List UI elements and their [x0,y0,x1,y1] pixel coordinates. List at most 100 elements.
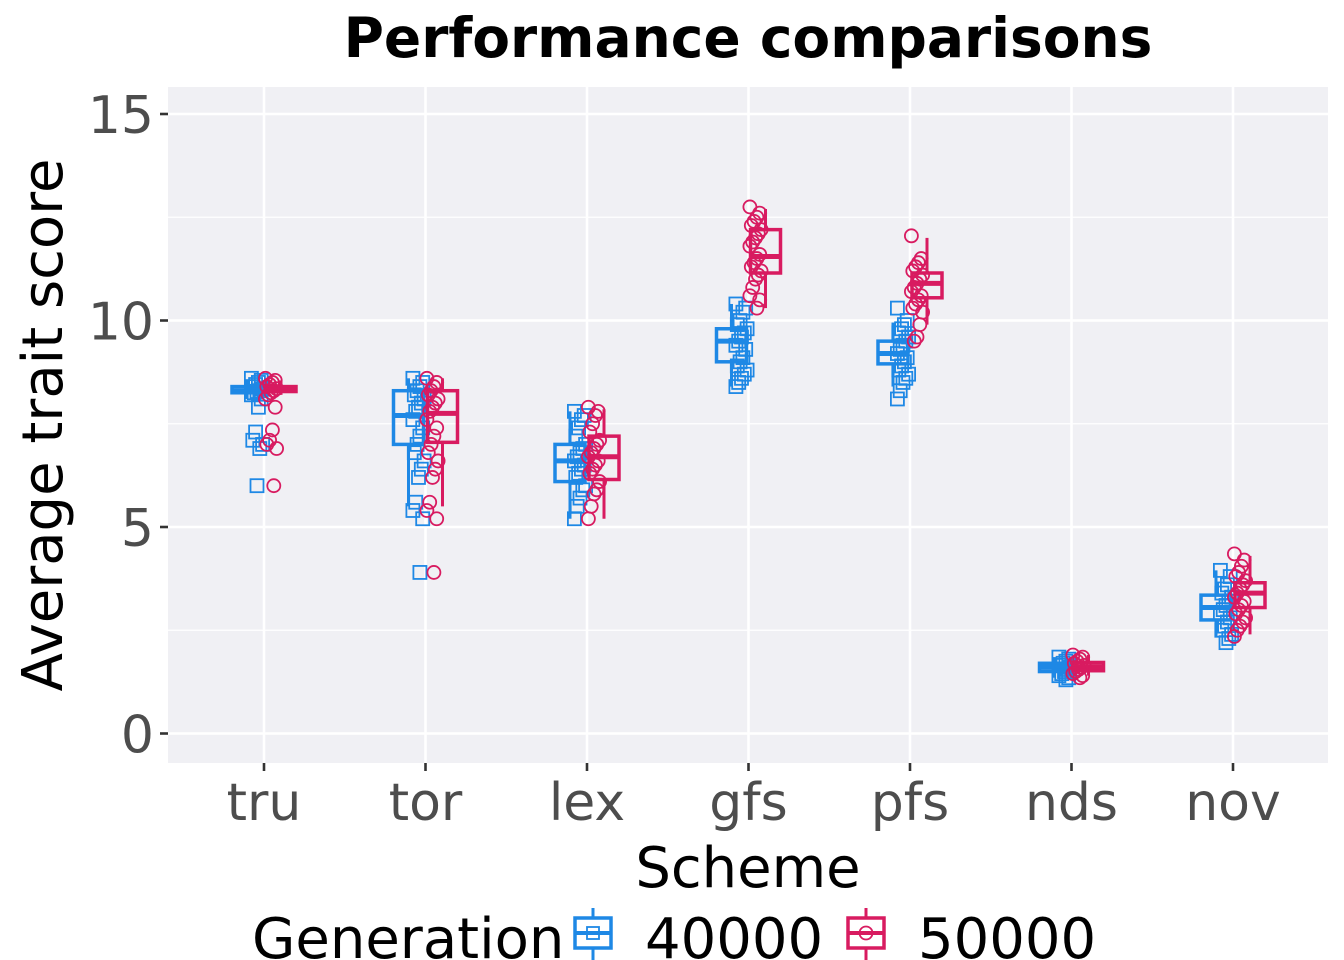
data-point [752,292,768,308]
data-point [892,383,908,399]
box [425,388,460,445]
data-point [742,288,758,304]
y-tick-label: 5 [121,499,154,559]
data-point [1227,629,1242,644]
data-point [405,503,421,518]
data-point [588,408,603,423]
data-point [1075,668,1091,684]
data-point [405,412,421,428]
data-point [901,366,916,382]
legend-key-50000 [846,908,886,960]
data-point [249,478,265,494]
data-point [728,379,744,394]
legend-marker [858,925,874,941]
data-point [590,403,606,419]
data-point [731,375,747,390]
y-axis-title: Average trait score [11,159,76,692]
legend-key-40000 [573,908,613,960]
data-point [739,321,755,337]
data-point [904,228,919,244]
data-point [269,441,285,456]
data-point [419,412,435,428]
data-point [750,267,766,283]
data-point [264,422,280,438]
data-point [415,511,431,527]
data-point [582,465,598,481]
data-point [909,329,925,345]
y-axis: 0 5 10 15 [88,86,168,766]
data-point [408,403,424,419]
series-50000 [257,199,1267,686]
data-point [419,503,435,518]
x-tick-label: gfs [709,773,787,833]
data-point [895,375,911,390]
data-point [266,478,282,494]
data-point [425,399,440,415]
data-point [742,238,758,254]
data-point [890,391,905,407]
legend-label: 50000 [918,907,1096,960]
data-point [589,482,605,498]
data-point [745,234,761,250]
x-tick-label: tru [227,773,302,833]
data-point [426,565,442,580]
data-point [582,424,598,440]
data-point [259,436,275,452]
data-point [260,387,276,403]
data-point [425,470,440,485]
legend-title: Generation [252,907,564,960]
data-point [1072,670,1088,686]
data-point [430,453,446,469]
data-point [736,325,752,341]
data-point [426,428,442,444]
legend: Generation 40000 50000 [252,907,1096,960]
data-point [567,511,582,527]
x-axis-title: Scheme [635,836,860,901]
data-point [422,494,438,510]
data-point [416,453,432,469]
x-tick-label: pfs [871,773,949,833]
x-tick-label: nds [1025,773,1118,833]
x-tick-label: lex [549,773,625,833]
data-point [409,436,425,452]
data-point [905,300,921,316]
data-point [267,399,283,415]
x-tick-label: tor [389,773,463,833]
box [748,227,783,275]
y-tick-label: 15 [88,86,154,146]
data-point [745,280,761,295]
data-point [748,271,763,287]
data-point [406,445,422,461]
data-point [411,470,426,485]
data-point [592,474,607,489]
data-point [408,494,424,510]
data-point [413,461,429,477]
y-tick-label: 0 [121,706,154,766]
data-point [420,445,436,461]
legend-label: 40000 [645,907,823,960]
data-point [422,403,438,419]
x-tick-label: nov [1185,773,1281,833]
data-point [736,366,752,382]
data-point [585,461,600,477]
data-point [429,511,445,527]
chart-title: Performance comparisons [344,6,1153,70]
legend-marker [586,926,600,940]
data-point [429,420,445,436]
data-point [749,300,765,316]
data-point [572,490,588,506]
data-point [257,391,273,407]
data-point [734,370,749,386]
data-point [412,565,428,580]
data-point [581,511,596,527]
data-point [906,333,922,349]
data-point [585,416,600,432]
box-plot-marks [230,199,1267,688]
data-point [427,461,443,477]
data-point [739,362,755,378]
data-point [423,436,439,452]
x-axis: tru tor lex gfs pfs nds nov [227,763,1281,833]
data-point [890,300,905,316]
y-tick-label: 10 [88,293,154,353]
